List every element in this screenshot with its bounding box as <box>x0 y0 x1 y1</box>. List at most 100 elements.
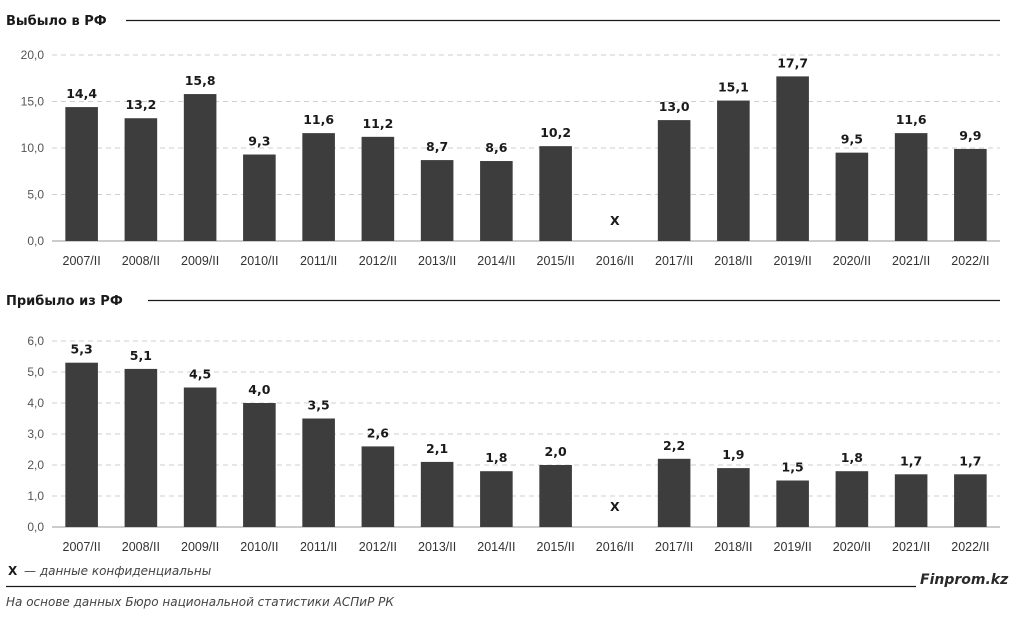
bar <box>183 387 217 527</box>
data-label: 17,7 <box>777 55 808 70</box>
y-tick-label: 6,0 <box>27 334 44 348</box>
bar <box>954 148 987 241</box>
data-label: 4,0 <box>248 382 270 397</box>
y-tick-label: 5,0 <box>27 365 44 379</box>
bar <box>420 461 454 527</box>
data-label: 9,9 <box>959 128 981 143</box>
x-tick-label: 2014/II <box>477 540 515 554</box>
brand-logo-text: Finprom.kz <box>920 572 1009 588</box>
data-label: 8,6 <box>485 140 507 155</box>
x-tick-label: 2012/II <box>359 254 397 268</box>
x-tick-label: 2017/II <box>655 540 693 554</box>
x-tick-label: 2012/II <box>359 540 397 554</box>
x-tick-label: 2022/II <box>951 540 989 554</box>
bar <box>480 471 513 527</box>
bar <box>894 133 928 241</box>
x-tick-label: 2014/II <box>477 254 515 268</box>
y-tick-label: 15,0 <box>21 95 45 109</box>
chart-1-plot: 0,0 5,0 10,0 15,0 20,0 14,4 2007/II 13,2 2008/II… <box>21 48 1000 268</box>
data-label: 11,6 <box>896 112 927 127</box>
chart-2-title: Прибыло из РФ <box>6 294 123 309</box>
data-label: 9,3 <box>248 134 270 149</box>
data-label: 15,1 <box>718 80 749 95</box>
data-label: 5,3 <box>71 342 93 357</box>
x-tick-label: 2016/II <box>596 254 634 268</box>
bar <box>124 368 158 527</box>
bar <box>361 446 395 527</box>
footnote-symbol: X <box>8 564 18 578</box>
bar <box>776 480 809 527</box>
x-tick-label: 2011/II <box>300 540 337 554</box>
bar <box>717 468 750 527</box>
x-tick-label: 2017/II <box>655 254 693 268</box>
y-tick-label: 0,0 <box>27 520 44 534</box>
data-label: 9,5 <box>841 132 863 147</box>
bar <box>243 154 276 241</box>
y-tick-label: 1,0 <box>27 489 44 503</box>
x-tick-label: 2011/II <box>300 254 337 268</box>
x-tick-label: 2015/II <box>537 254 575 268</box>
x-tick-label: 2020/II <box>833 254 871 268</box>
bar <box>480 161 513 241</box>
bar <box>302 418 335 527</box>
y-tick-label: 20,0 <box>21 48 45 62</box>
x-tick-label: 2013/II <box>418 540 456 554</box>
bar <box>954 474 987 527</box>
bar <box>894 474 928 527</box>
x-tick-label: 2021/II <box>892 540 930 554</box>
bar <box>124 118 158 241</box>
bar <box>657 120 691 241</box>
x-tick-label: 2019/II <box>774 254 812 268</box>
data-label: 11,2 <box>362 116 393 131</box>
bar <box>183 94 217 241</box>
data-label: 1,7 <box>959 453 981 468</box>
x-tick-label: 2007/II <box>63 540 101 554</box>
data-label: 13,0 <box>659 99 690 114</box>
data-label: 1,8 <box>841 450 863 465</box>
data-label: 2,2 <box>663 438 685 453</box>
y-tick-label: 4,0 <box>27 396 44 410</box>
y-tick-label: 0,0 <box>27 234 44 248</box>
data-label: 8,7 <box>426 139 448 154</box>
data-label: 2,6 <box>367 425 389 440</box>
bar <box>302 133 335 241</box>
chart-2-plot: 0,0 1,0 2,0 3,0 4,0 5,0 6,0 5,3 2007/II 5,1 2008/I… <box>27 334 1000 554</box>
x-tick-label: 2010/II <box>240 254 278 268</box>
data-label: 1,5 <box>782 460 804 475</box>
y-tick-label: 3,0 <box>27 427 44 441</box>
data-label: 11,6 <box>303 112 334 127</box>
data-label: 15,8 <box>185 73 216 88</box>
data-label: X <box>610 499 620 514</box>
bar <box>243 403 276 527</box>
x-tick-label: 2015/II <box>537 540 575 554</box>
data-label: 1,7 <box>900 453 922 468</box>
data-label: 1,8 <box>485 450 507 465</box>
x-tick-label: 2010/II <box>240 540 278 554</box>
x-tick-label: 2019/II <box>774 540 812 554</box>
bar <box>539 146 572 241</box>
data-label: 1,9 <box>722 447 744 462</box>
bar <box>420 160 454 241</box>
bar <box>835 152 869 241</box>
x-tick-label: 2018/II <box>714 540 752 554</box>
data-label: 4,5 <box>189 367 211 382</box>
x-tick-label: 2008/II <box>122 540 160 554</box>
x-tick-label: 2009/II <box>181 540 219 554</box>
source-note: На основе данных Бюро национальной стати… <box>6 595 394 609</box>
y-tick-label: 2,0 <box>27 458 44 472</box>
bar <box>657 458 691 527</box>
x-tick-label: 2013/II <box>418 254 456 268</box>
data-label: 14,4 <box>66 86 97 101</box>
x-tick-label: 2007/II <box>63 254 101 268</box>
x-tick-label: 2009/II <box>181 254 219 268</box>
data-label: 13,2 <box>125 97 156 112</box>
bar <box>65 362 98 527</box>
bar <box>361 136 395 241</box>
bar <box>717 100 750 241</box>
x-tick-label: 2008/II <box>122 254 160 268</box>
bar <box>835 471 869 527</box>
y-tick-label: 5,0 <box>27 188 44 202</box>
data-label: X <box>610 213 620 228</box>
y-tick-label: 10,0 <box>21 141 45 155</box>
